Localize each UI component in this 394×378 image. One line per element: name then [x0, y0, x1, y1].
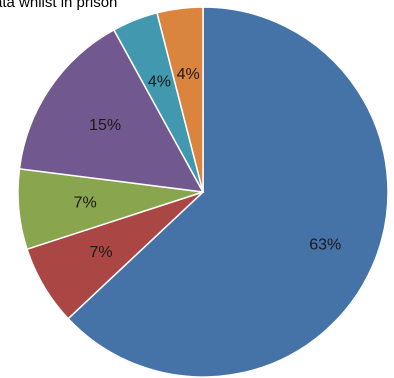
pie-slice-0	[67, 6, 389, 378]
pie-slice-label-5: 4%	[177, 66, 200, 83]
pie-slices	[17, 6, 389, 378]
pie-slice-label-1: 7%	[90, 244, 113, 261]
chart-title: ata whilst in prison	[0, 0, 118, 11]
pie-slice-label-0: 63%	[309, 236, 341, 253]
pie-slice-label-3: 15%	[89, 117, 121, 134]
pie-labels: 63% 7% 7% 15% 4% 4%	[74, 66, 342, 261]
pie-slice-label-4: 4%	[148, 73, 171, 90]
pie-slice-label-2: 7%	[74, 195, 97, 212]
pie-slice-5	[156, 6, 204, 193]
pie-slice-3	[18, 28, 205, 193]
